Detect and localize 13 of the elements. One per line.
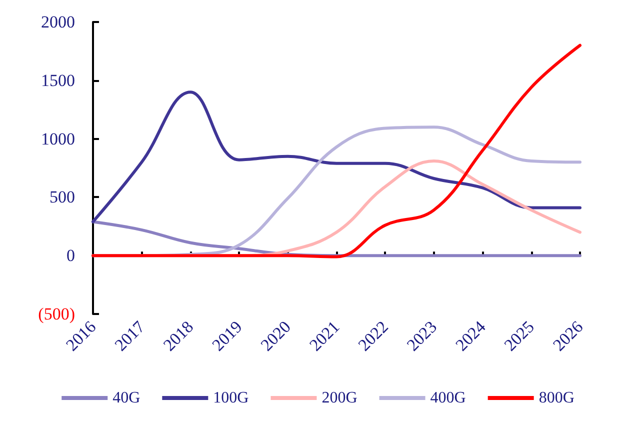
legend-label: 40G xyxy=(112,390,141,406)
legend-label: 400G xyxy=(430,390,466,406)
legend-label: 800G xyxy=(538,390,575,406)
line-series xyxy=(92,44,582,258)
legend-label: 200G xyxy=(322,390,358,406)
y-tick-label: 0 xyxy=(66,246,75,266)
legend-label: 100G xyxy=(213,390,250,406)
y-tick-label: (500) xyxy=(38,304,75,324)
y-tick-label: 2000 xyxy=(41,12,75,32)
y-tick-label: 1500 xyxy=(41,70,75,90)
y-tick-label: 1000 xyxy=(41,129,75,148)
line-series xyxy=(92,90,582,224)
y-tick-label: 500 xyxy=(50,188,75,207)
